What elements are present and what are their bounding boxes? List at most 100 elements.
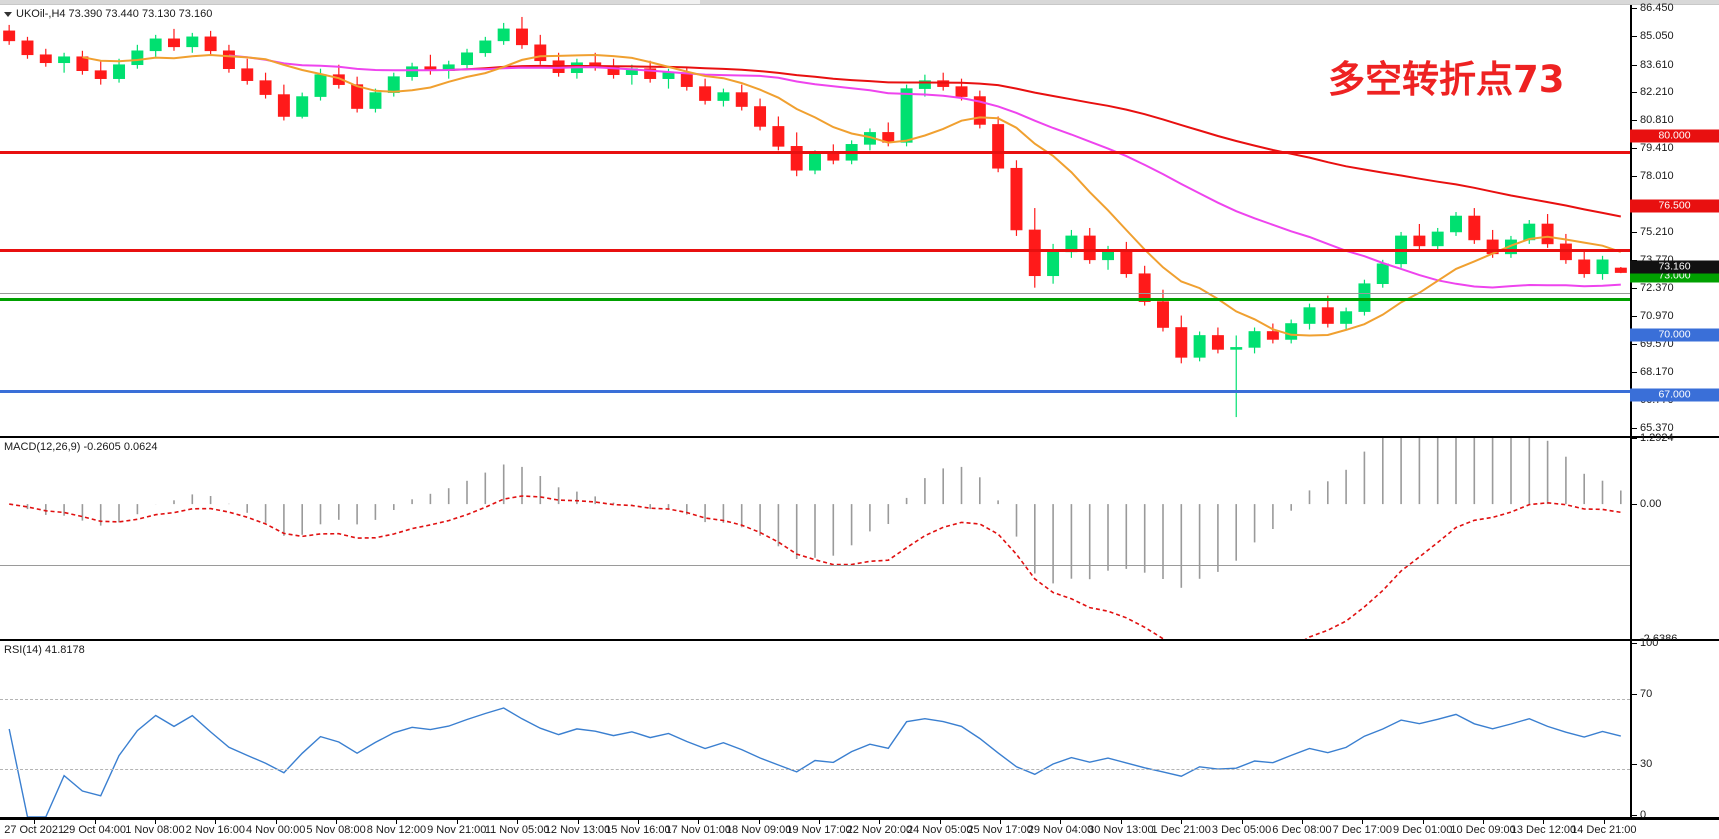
level-badge-support-67[interactable]: 67.000 bbox=[1630, 388, 1719, 402]
price-panel[interactable]: UKOil-,H4 73.390 73.440 73.130 73.160 多空… bbox=[0, 2, 1719, 437]
time-axis-label: 27 Oct 2021 bbox=[4, 824, 65, 836]
time-axis-tick bbox=[336, 820, 338, 824]
time-axis-tick bbox=[1483, 820, 1485, 824]
macd-label: MACD(12,26,9) -0.2605 0.0624 bbox=[4, 441, 158, 453]
price-axis-label: 79.410 bbox=[1640, 142, 1674, 155]
price-axis-label: 83.610 bbox=[1640, 58, 1674, 71]
time-axis-tick bbox=[1422, 820, 1424, 824]
window-chrome-strip bbox=[0, 0, 1719, 5]
price-axis-tick bbox=[1632, 120, 1637, 122]
level-line-80[interactable] bbox=[0, 151, 1630, 154]
time-axis[interactable]: 27 Oct 2021 29 Oct 04:00 1 Nov 08:00 2 Nov … bbox=[0, 818, 1719, 839]
time-axis-tick bbox=[1301, 820, 1303, 824]
time-axis-tick bbox=[1543, 820, 1545, 824]
price-axis-label: 72.370 bbox=[1640, 282, 1674, 295]
level-badge-resistance-80[interactable]: 80.000 bbox=[1630, 129, 1719, 143]
time-axis-label: 14 Dec 21:00 bbox=[1571, 824, 1637, 836]
rsi-plot-area[interactable] bbox=[0, 641, 1630, 817]
price-axis-tick bbox=[1632, 288, 1637, 290]
rsi-label: RSI(14) 41.8178 bbox=[4, 644, 85, 656]
time-axis-label: 8 Nov 12:00 bbox=[366, 824, 427, 836]
rsi-panel[interactable]: RSI(14) 41.8178 100 70 30 0 bbox=[0, 637, 1719, 821]
last-price-badge[interactable]: 73.160 bbox=[1630, 260, 1719, 274]
time-axis-label: 2 Nov 16:00 bbox=[185, 824, 245, 836]
macd-panel[interactable]: MACD(12,26,9) -0.2605 0.0624 1.2924 0.00-… bbox=[0, 432, 1719, 645]
price-axis-tick bbox=[1632, 371, 1637, 373]
time-axis-tick bbox=[94, 820, 96, 824]
rsi-axis-label: 30 bbox=[1640, 758, 1653, 771]
price-axis-tick bbox=[1632, 316, 1637, 318]
price-plot-area[interactable] bbox=[0, 5, 1630, 436]
time-axis-tick bbox=[1060, 820, 1062, 824]
price-series-svg bbox=[3, 16, 1627, 418]
time-axis-label: 4 Nov 00:00 bbox=[245, 824, 306, 836]
level-line-76-5[interactable] bbox=[0, 249, 1630, 252]
price-axis-label: 68.170 bbox=[1640, 365, 1674, 378]
price-axis-tick bbox=[1632, 148, 1637, 150]
macd-axis-label: 0.00 bbox=[1640, 498, 1662, 511]
price-axis[interactable]: 86.450 85.050 83.610 82.210 80.810 79.410 78.0… bbox=[1630, 2, 1719, 436]
price-axis-label: 82.210 bbox=[1640, 86, 1674, 99]
level-line-70[interactable] bbox=[0, 390, 1630, 393]
price-axis-label: 70.970 bbox=[1640, 310, 1674, 323]
macd-plot-area[interactable] bbox=[0, 438, 1630, 639]
rsi-oversold-line bbox=[0, 769, 1630, 770]
time-axis-label: 1 Nov 08:00 bbox=[125, 824, 185, 836]
time-axis-label: 22 Nov 20:00 bbox=[846, 824, 913, 836]
level-badge-resistance-76-5[interactable]: 76.500 bbox=[1630, 199, 1719, 213]
price-axis-tick bbox=[1632, 92, 1637, 94]
chrome-segment-left bbox=[0, 0, 640, 4]
macd-axis-tick bbox=[1632, 504, 1637, 506]
price-axis-tick bbox=[1632, 344, 1637, 346]
time-axis-label: 30 Nov 13:00 bbox=[1088, 824, 1154, 836]
time-axis-tick bbox=[154, 820, 156, 824]
time-axis-tick bbox=[939, 820, 941, 824]
macd-axis-tick bbox=[1632, 639, 1637, 640]
time-axis-label: 17 Nov 01:00 bbox=[665, 824, 731, 836]
time-axis-label: 12 Nov 13:00 bbox=[544, 824, 611, 836]
time-axis-label: 19 Nov 17:00 bbox=[786, 824, 852, 836]
time-axis-label: 11 Nov 05:00 bbox=[484, 824, 550, 836]
time-axis-label: 6 Dec 08:00 bbox=[1272, 824, 1332, 836]
time-axis-tick bbox=[879, 820, 881, 824]
rsi-axis[interactable]: 100 70 30 0 bbox=[1630, 637, 1719, 821]
time-axis-tick bbox=[1362, 820, 1364, 824]
time-axis-tick bbox=[215, 820, 217, 824]
price-axis-label: 78.010 bbox=[1640, 170, 1674, 182]
price-axis-tick bbox=[1632, 7, 1637, 9]
price-axis-label: 65.370 bbox=[1640, 421, 1674, 434]
time-axis-tick bbox=[456, 820, 458, 824]
time-axis-label: 3 Dec 05:00 bbox=[1211, 824, 1272, 836]
time-axis-tick bbox=[758, 820, 760, 824]
level-badge-support-70[interactable]: 70.000 bbox=[1630, 328, 1719, 342]
price-axis-label: 80.810 bbox=[1640, 114, 1674, 127]
macd-axis-label: 1.2924 bbox=[1640, 432, 1674, 444]
chrome-segment-right bbox=[700, 0, 1719, 4]
macd-axis-tick bbox=[1632, 438, 1637, 439]
level-line-73[interactable] bbox=[0, 298, 1630, 301]
price-axis-tick bbox=[1632, 176, 1637, 177]
price-axis-tick bbox=[1632, 64, 1637, 66]
time-axis-tick bbox=[819, 820, 820, 824]
rsi-axis-label: 100 bbox=[1640, 637, 1659, 649]
chevron-down-icon[interactable] bbox=[4, 11, 12, 17]
symbol-label[interactable]: UKOil-,H4 73.390 73.440 73.130 73.160 bbox=[4, 8, 212, 20]
macd-axis[interactable]: 1.2924 0.00 -2.6386 bbox=[1630, 432, 1719, 645]
time-axis-label: 9 Nov 21:00 bbox=[427, 824, 487, 836]
time-axis-tick bbox=[1120, 820, 1122, 824]
chart-annotation: 多空转折点73 bbox=[1328, 58, 1565, 101]
price-axis-tick bbox=[1632, 35, 1637, 37]
time-axis-tick bbox=[577, 820, 579, 824]
time-axis-label: 13 Dec 12:00 bbox=[1510, 824, 1577, 836]
price-axis-tick bbox=[1632, 231, 1637, 233]
time-axis-label: 7 Dec 17:00 bbox=[1332, 824, 1392, 836]
time-axis-tick bbox=[637, 820, 639, 824]
rsi-series-svg bbox=[8, 707, 1621, 817]
time-axis-label: 15 Nov 16:00 bbox=[605, 824, 671, 836]
macd-zero-line bbox=[0, 565, 1630, 566]
price-axis-tick bbox=[1632, 427, 1637, 429]
last-price-line bbox=[0, 293, 1630, 294]
rsi-axis-tick bbox=[1632, 643, 1637, 644]
rsi-axis-label: 0 bbox=[1640, 809, 1647, 821]
time-axis-label: 25 Nov 17:00 bbox=[967, 824, 1033, 836]
